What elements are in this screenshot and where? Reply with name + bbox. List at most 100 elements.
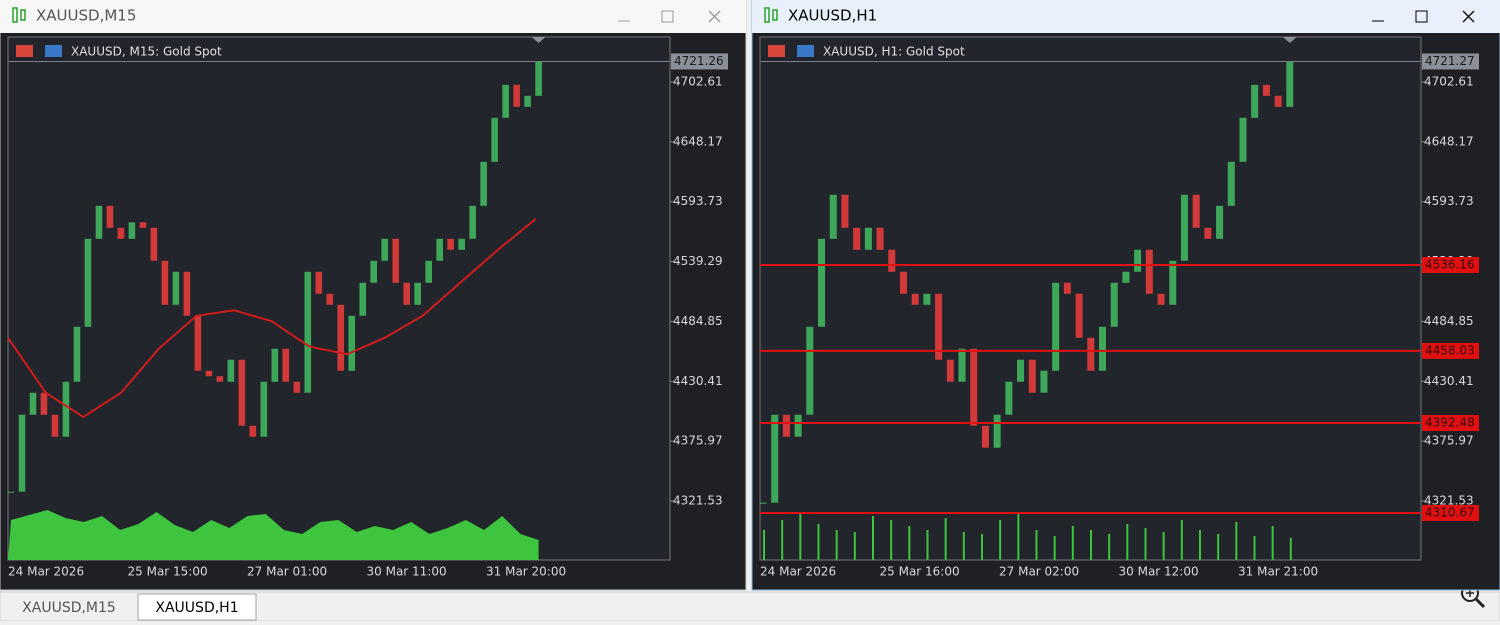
candle	[480, 161, 487, 206]
current-price-label: 4721.26	[674, 54, 724, 68]
candle	[841, 194, 849, 228]
candle	[970, 348, 978, 426]
volume-bar	[835, 530, 838, 560]
candle	[911, 293, 919, 305]
volume-bar	[926, 530, 929, 560]
candle	[782, 414, 790, 437]
volume-bar	[781, 520, 784, 560]
candle	[271, 348, 279, 382]
level-label: 4392.48	[1425, 416, 1475, 430]
x-tick-label: 24 Mar 2026	[760, 565, 836, 579]
candle	[403, 282, 411, 305]
volume-bar	[1144, 528, 1147, 560]
candle	[1087, 337, 1095, 371]
candle	[1040, 370, 1048, 393]
y-tick-label: 4593.73	[673, 194, 723, 208]
chart-icon	[772, 9, 778, 21]
close-button[interactable]	[708, 10, 721, 23]
volume-bar	[1289, 538, 1292, 560]
candle	[864, 227, 872, 250]
current-price-box	[671, 53, 728, 70]
current-price-box	[1422, 53, 1479, 70]
candle	[829, 194, 837, 239]
maximize-button[interactable]	[1415, 10, 1428, 23]
volume-bar	[817, 524, 820, 560]
candle	[1169, 260, 1177, 305]
candle	[84, 238, 92, 327]
y-tick-label: 4648.17	[673, 134, 723, 148]
y-tick-label: 4321.53	[1424, 494, 1474, 508]
candle	[62, 381, 70, 437]
candle	[51, 414, 59, 437]
volume-bar	[763, 530, 765, 560]
candle	[337, 304, 345, 371]
x-tick-label: 31 Mar 21:00	[1238, 565, 1318, 579]
candle	[458, 238, 465, 250]
candle	[1098, 326, 1107, 371]
active-tab[interactable]	[137, 593, 257, 621]
candle	[1075, 293, 1083, 338]
candle	[1204, 227, 1212, 239]
candle	[436, 238, 443, 261]
volume-bar	[1017, 514, 1020, 560]
volume-bar	[1253, 536, 1256, 560]
y-tick-label: 4321.53	[673, 494, 723, 508]
candle	[888, 249, 896, 272]
candle	[238, 359, 246, 426]
y-tick-label: 4375.97	[673, 434, 723, 448]
candle	[117, 227, 125, 239]
candle	[1180, 194, 1188, 261]
volume-bar	[1217, 534, 1220, 560]
volume-bar	[908, 526, 911, 560]
candle	[359, 282, 367, 316]
candle	[993, 414, 1001, 448]
volume-bar	[1071, 526, 1074, 560]
x-tick-label: 30 Mar 11:00	[367, 565, 447, 579]
candle	[40, 392, 48, 415]
current-price-marker	[1282, 37, 1297, 43]
tab[interactable]: XAUUSD,M15	[22, 600, 116, 616]
maximize-button[interactable]	[661, 10, 674, 23]
close-button[interactable]	[1462, 10, 1475, 23]
y-tick-label: 4702.61	[1424, 74, 1474, 88]
y-tick-label: 4484.85	[1424, 314, 1474, 328]
candle	[1017, 359, 1025, 382]
volume-bar	[1180, 520, 1183, 560]
candle	[304, 271, 312, 393]
candle	[95, 205, 103, 239]
candle	[502, 84, 509, 118]
x-tick-label: 24 Mar 2026	[8, 565, 84, 579]
candle	[106, 205, 114, 228]
x-tick-label: 25 Mar 15:00	[128, 565, 208, 579]
candle	[899, 271, 907, 294]
candle	[1005, 381, 1013, 415]
volume-bar	[853, 532, 856, 560]
candle	[29, 392, 37, 415]
candle	[1262, 84, 1270, 96]
volume-bar	[1126, 524, 1129, 560]
volume-bar	[1108, 534, 1111, 560]
volume-bar	[1198, 530, 1201, 560]
tab[interactable]: XAUUSD,H1	[155, 600, 238, 616]
volume-bar	[871, 516, 874, 560]
x-tick-label: 27 Mar 02:00	[999, 565, 1079, 579]
candle	[293, 381, 301, 393]
candle	[381, 238, 389, 261]
candle	[1122, 271, 1130, 283]
candle	[818, 238, 826, 327]
candle	[535, 61, 542, 96]
candle	[1251, 84, 1259, 118]
volume-bar	[1235, 522, 1238, 560]
candle	[806, 326, 814, 415]
candle	[73, 326, 81, 382]
candle	[425, 260, 432, 283]
candle	[876, 227, 884, 250]
candle	[282, 348, 290, 382]
volume-bar	[962, 532, 965, 560]
volume-bar	[1053, 536, 1056, 560]
level-label: 4310.67	[1425, 505, 1475, 519]
candle	[1216, 205, 1224, 239]
candle	[18, 414, 26, 492]
y-tick-label: 4593.73	[1424, 194, 1474, 208]
